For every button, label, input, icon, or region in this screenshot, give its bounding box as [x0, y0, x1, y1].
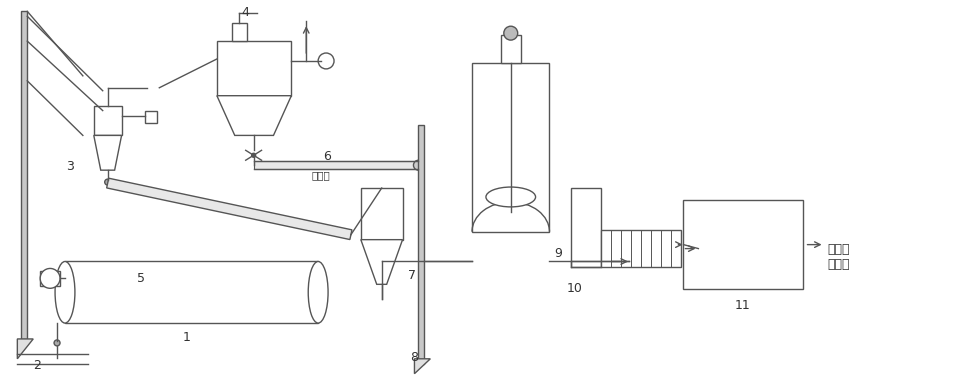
Bar	[65, 261, 317, 323]
Circle shape	[317, 53, 334, 69]
Bar	[93, 105, 121, 136]
Polygon shape	[414, 359, 430, 374]
Text: 5: 5	[137, 273, 145, 285]
Text: 2: 2	[33, 359, 41, 372]
Ellipse shape	[40, 268, 60, 288]
Ellipse shape	[485, 187, 535, 207]
Bar	[40, 271, 60, 286]
Ellipse shape	[308, 261, 328, 323]
Bar	[682, 200, 801, 289]
Bar	[216, 41, 291, 96]
Polygon shape	[360, 239, 402, 285]
Polygon shape	[93, 136, 121, 170]
Circle shape	[503, 26, 517, 40]
Text: 11: 11	[735, 299, 750, 312]
Bar	[472, 63, 549, 232]
Text: 3: 3	[66, 160, 73, 173]
Text: 8: 8	[410, 351, 418, 364]
Text: 4: 4	[241, 7, 250, 19]
Text: 10: 10	[566, 282, 581, 295]
Circle shape	[252, 153, 255, 157]
Text: 9: 9	[554, 247, 561, 259]
Bar	[145, 110, 157, 122]
Bar	[21, 11, 28, 339]
Text: 7: 7	[407, 270, 416, 283]
Bar	[571, 188, 600, 268]
Text: 1: 1	[183, 331, 191, 344]
Bar	[418, 126, 424, 364]
Text: 6: 6	[323, 150, 331, 163]
Bar	[600, 230, 679, 268]
Polygon shape	[216, 96, 291, 136]
Polygon shape	[107, 178, 352, 239]
Bar	[253, 161, 418, 169]
Circle shape	[413, 160, 423, 170]
Bar	[360, 188, 402, 239]
Polygon shape	[17, 339, 33, 359]
Bar	[232, 23, 247, 41]
Bar	[500, 35, 520, 63]
Text: 固碳脱
硫药剂: 固碳脱 硫药剂	[826, 243, 849, 271]
Text: 电石渣: 电石渣	[311, 170, 330, 180]
Circle shape	[105, 179, 111, 185]
Ellipse shape	[55, 261, 75, 323]
Circle shape	[54, 340, 60, 346]
